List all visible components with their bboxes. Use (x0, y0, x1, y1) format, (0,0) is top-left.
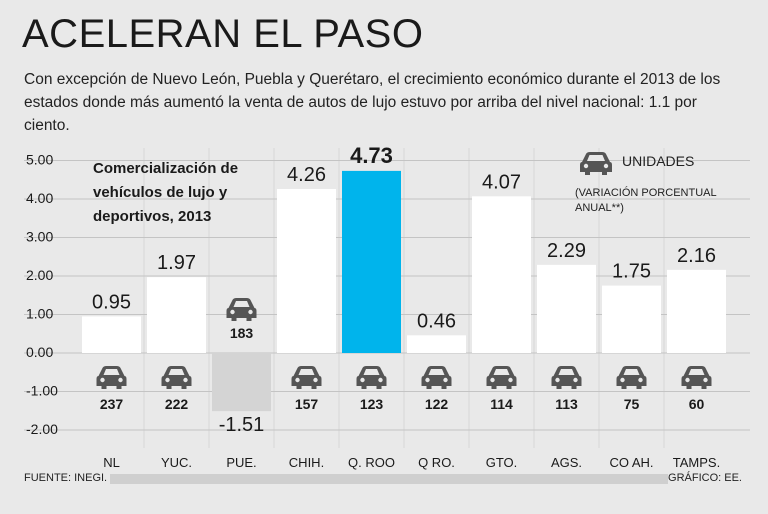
category-label: AGS. (551, 455, 582, 470)
bar (277, 188, 336, 353)
y-tick-label: 1.00 (26, 306, 53, 322)
legend-car-icon (580, 152, 612, 175)
y-tick-label: -1.00 (26, 383, 58, 399)
source-divider (110, 474, 668, 484)
headline: ACELERAN EL PASO (22, 12, 424, 56)
category-label: Q. ROO (348, 455, 395, 470)
units-label: 113 (555, 396, 578, 412)
legend-note: (VARIACIÓN PORCENTUAL ANUAL**) (575, 187, 717, 214)
value-label: 4.73 (350, 143, 393, 168)
bar (537, 264, 596, 353)
source-note: FUENTE: INEGI. (24, 472, 108, 484)
bar (212, 353, 271, 412)
value-label: 2.16 (677, 245, 716, 267)
value-label: 0.46 (417, 310, 456, 332)
category-label: GTO. (486, 455, 518, 470)
car-icon (551, 366, 582, 389)
category-label: CHIH. (289, 455, 324, 470)
graphic-credit: GRÁFICO: EE. (668, 472, 742, 484)
car-icon (356, 366, 387, 389)
bar (147, 277, 206, 353)
y-tick-label: 0.00 (26, 344, 53, 360)
category-label: CO AH. (609, 455, 653, 470)
y-tick-label: 4.00 (26, 190, 53, 206)
y-tick-label: 5.00 (26, 152, 53, 168)
legend-label: UNIDADES (622, 153, 695, 169)
units-label: 114 (490, 396, 513, 412)
units-label: 222 (165, 396, 189, 412)
value-label: 0.95 (92, 291, 131, 313)
category-label: Q RO. (418, 455, 455, 470)
y-tick-label: -2.00 (26, 421, 58, 437)
units-label: 60 (689, 396, 705, 412)
value-label: -1.51 (219, 414, 265, 436)
car-icon (421, 366, 452, 389)
bar (342, 170, 401, 353)
car-icon (291, 366, 322, 389)
bar (602, 285, 661, 353)
category-label: PUE. (226, 455, 256, 470)
value-label: 4.26 (287, 164, 326, 186)
y-tick-label: 3.00 (26, 229, 53, 245)
car-icon (161, 366, 192, 389)
intro-text: Con excepción de Nuevo León, Puebla y Qu… (24, 71, 721, 134)
category-label: YUC. (161, 455, 192, 470)
value-label: 1.75 (612, 261, 651, 283)
units-label: 183 (230, 325, 254, 341)
category-label: TAMPS. (673, 455, 720, 470)
chart-subtitle: Comercialización de vehículos de lujo y … (93, 160, 239, 225)
bar (472, 196, 531, 353)
units-label: 122 (425, 396, 449, 412)
units-label: 237 (100, 396, 124, 412)
car-icon (486, 366, 517, 389)
car-icon (681, 366, 712, 389)
car-icon (96, 366, 127, 389)
units-label: 75 (624, 396, 640, 412)
value-label: 4.07 (482, 171, 521, 193)
y-tick-label: 2.00 (26, 267, 53, 283)
units-label: 157 (295, 396, 319, 412)
bar (667, 269, 726, 353)
car-icon (616, 366, 647, 389)
units-label: 123 (360, 396, 384, 412)
category-label: NL (103, 455, 120, 470)
value-label: 2.29 (547, 240, 586, 262)
car-icon (226, 298, 257, 321)
value-label: 1.97 (157, 252, 196, 274)
bar (82, 316, 141, 353)
bar (407, 335, 466, 353)
